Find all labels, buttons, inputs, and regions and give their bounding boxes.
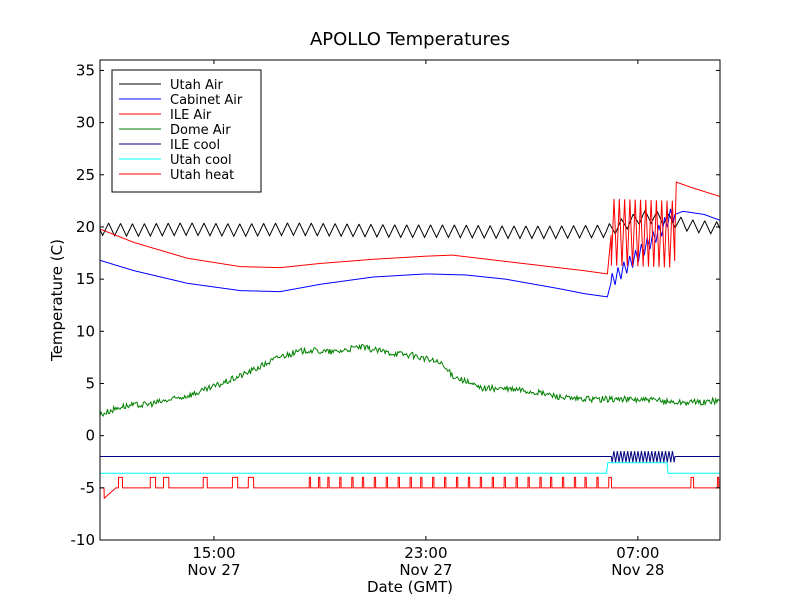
y-tick-label: -10 bbox=[71, 531, 96, 549]
y-tick-label: 5 bbox=[85, 374, 95, 392]
y-tick-label: 30 bbox=[76, 114, 95, 132]
series-line-utah-air bbox=[100, 210, 720, 240]
chart-title: APOLLO Temperatures bbox=[310, 29, 510, 50]
legend-label-utah-cool: Utah cool bbox=[170, 153, 232, 168]
y-tick-label: 10 bbox=[76, 322, 95, 340]
series-line-ile-cool bbox=[100, 451, 720, 463]
legend-label-utah-air: Utah Air bbox=[170, 78, 223, 93]
x-tick-label-date: Nov 27 bbox=[399, 561, 452, 579]
series-line-dome-air bbox=[100, 343, 720, 417]
y-tick-label: 15 bbox=[76, 270, 95, 288]
x-axis-label: Date (GMT) bbox=[367, 578, 453, 596]
y-tick-label: -5 bbox=[80, 479, 95, 497]
legend-label-dome-air: Dome Air bbox=[170, 123, 231, 138]
x-tick-label-date: Nov 27 bbox=[187, 561, 240, 579]
y-axis-label: Temperature (C) bbox=[48, 239, 66, 362]
y-tick-label: 20 bbox=[76, 218, 95, 236]
series-layer bbox=[100, 181, 720, 500]
x-tick-label-time: 23:00 bbox=[404, 544, 447, 562]
legend-label-utah-heat: Utah heat bbox=[170, 168, 234, 183]
series-line-utah-heat bbox=[100, 476, 720, 500]
x-tick-label-time: 15:00 bbox=[192, 544, 235, 562]
x-tick-label-time: 07:00 bbox=[616, 544, 659, 562]
series-line-cabinet-air bbox=[100, 208, 720, 298]
legend-label-ile-air: ILE Air bbox=[170, 108, 212, 123]
x-tick-label-date: Nov 28 bbox=[611, 561, 664, 579]
y-tick-label: 25 bbox=[76, 166, 95, 184]
legend-box bbox=[111, 69, 262, 193]
plot-frame bbox=[99, 59, 721, 541]
y-tick-label: 0 bbox=[85, 427, 95, 445]
legend-label-cabinet-air: Cabinet Air bbox=[170, 93, 243, 108]
legend-label-ile-cool: ILE cool bbox=[170, 138, 220, 153]
series-line-utah-cool bbox=[100, 462, 720, 474]
y-tick-label: 35 bbox=[76, 61, 95, 79]
series-line-ile-air bbox=[100, 181, 720, 275]
